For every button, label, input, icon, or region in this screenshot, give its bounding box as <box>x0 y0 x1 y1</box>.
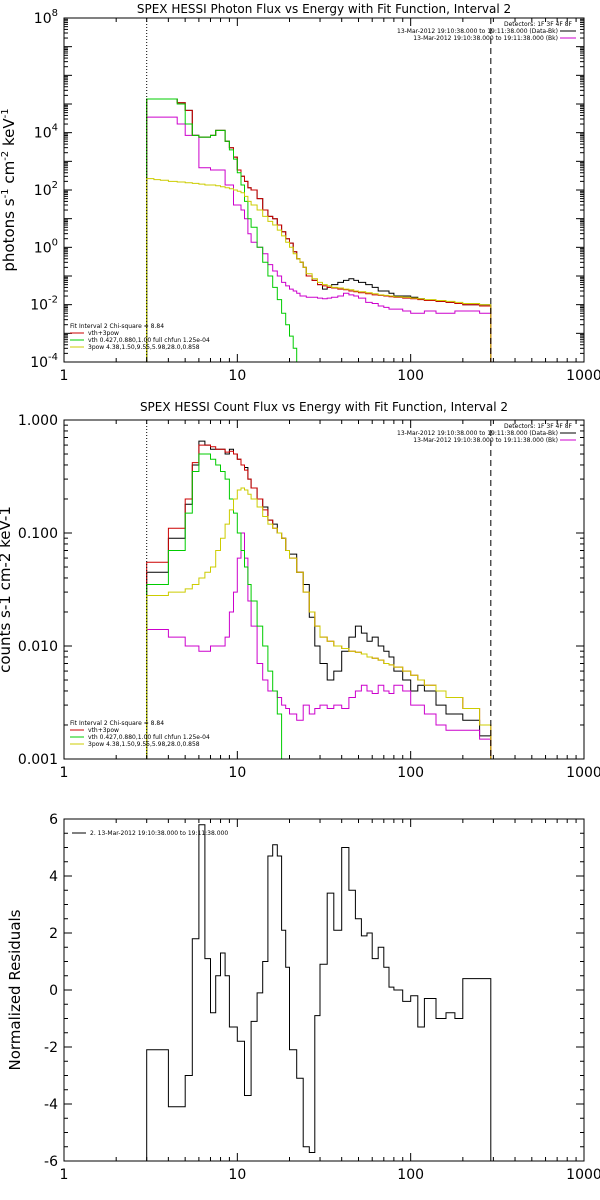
legend-entry-label: 2. 13-Mar-2012 19:10:38.000 to 19:11:38.… <box>90 830 228 837</box>
legend-entry-label: 13-Mar-2012 19:10:38.000 to 19:11:38.000… <box>397 430 558 437</box>
y-tick-exponent: 0 <box>52 237 58 248</box>
y-tick-label: 10-2 <box>30 295 58 314</box>
x-tick-label: 1000 <box>566 368 600 384</box>
legend-entry-label: 3pow 4.38,1.50,9.55,5.98,28.0,0.858 <box>88 741 200 748</box>
y-tick-label: 108 <box>34 8 58 27</box>
series-line-2 <box>146 532 492 759</box>
y-tick-base: 10 <box>34 126 52 142</box>
y-tick-label: 0 <box>49 983 58 999</box>
legend-header: Detectors: 1F 3F 4F 8F <box>504 21 573 28</box>
series-line-3 <box>146 444 492 759</box>
x-tick-label: 100 <box>397 765 424 781</box>
y-tick-label: 0.010 <box>18 639 58 655</box>
y-tick-exponent: 8 <box>52 8 58 19</box>
y-tick-label: 104 <box>34 123 58 142</box>
series-line-5 <box>146 487 492 759</box>
x-tick-label: 1 <box>60 1167 69 1183</box>
y-axis-label-part: -1 <box>0 188 11 198</box>
chart-title: SPEX HESSI Count Flux vs Energy with Fit… <box>140 400 508 414</box>
y-tick-label: 4 <box>49 869 58 885</box>
legend-entry-label: 13-Mar-2012 19:10:38.000 to 19:11:38.000… <box>413 35 558 42</box>
series-line-1 <box>146 824 492 1161</box>
legend-entry-label: vth+3pow <box>88 727 119 734</box>
y-tick-label: 1.000 <box>18 413 58 429</box>
chart-1: SPEX HESSI Photon Flux vs Energy with Fi… <box>0 2 600 384</box>
y-tick-base: 10 <box>34 183 52 199</box>
series-line-3 <box>146 98 492 362</box>
y-axis-label-part: keV <box>0 118 18 151</box>
series-group <box>146 98 492 362</box>
y-axis-label: counts s-1 cm-2 keV-1 <box>0 506 14 673</box>
y-tick-exponent: 2 <box>52 180 58 191</box>
series-line-1 <box>146 440 492 759</box>
y-tick-label: 2 <box>49 926 58 942</box>
x-tick-label: 10 <box>228 765 246 781</box>
y-axis-label-part: cm <box>0 161 18 189</box>
y-tick-label: 10-4 <box>30 352 58 371</box>
series-group <box>146 440 492 759</box>
x-tick-label: 10 <box>228 368 246 384</box>
y-tick-base: 10 <box>34 240 52 256</box>
legend-entry-label: 13-Mar-2012 19:10:38.000 to 19:11:38.000… <box>413 437 558 444</box>
y-tick-exponent: -4 <box>48 352 58 363</box>
series-group <box>146 824 492 1161</box>
x-tick-label: 1 <box>60 368 69 384</box>
legend-header: Fit Interval 2 Chi-square = 8.84 <box>70 720 164 727</box>
y-tick-label: -6 <box>44 1154 58 1170</box>
y-axis-label: Normalized Residuals <box>6 909 24 1070</box>
y-tick-exponent: 4 <box>52 123 58 134</box>
legend-entry-label: 13-Mar-2012 19:10:38.000 to 19:11:38.000… <box>397 28 558 35</box>
y-axis-label: photons s-1 cm-2 keV-1 <box>0 108 18 271</box>
legend-entry-label: vth 0.427,0.880,1.00 full chfun 1.25e-04 <box>88 337 210 344</box>
x-tick-label: 1000 <box>566 1167 600 1183</box>
x-tick-label: 100 <box>397 1167 424 1183</box>
chart-3: 1 10 100 1000 -6 -4 -2 0 2 4 6 Normalized Residuals… <box>6 812 600 1183</box>
chart-title: SPEX HESSI Photon Flux vs Energy with Fi… <box>137 2 511 16</box>
series-line-4 <box>146 453 286 759</box>
legend-entry-label: vth+3pow <box>88 330 119 337</box>
y-tick-label: 0.100 <box>18 526 58 542</box>
x-tick-label: 100 <box>397 368 424 384</box>
y-tick-base: 10 <box>34 11 52 27</box>
y-tick-label: 102 <box>34 180 58 199</box>
plot-frame <box>63 419 585 760</box>
y-tick-base: 10 <box>30 355 48 371</box>
y-tick-base: 10 <box>30 298 48 314</box>
y-tick-label: -4 <box>44 1097 58 1113</box>
x-tick-label: 10 <box>228 1167 246 1183</box>
y-tick-label: -2 <box>44 1040 58 1056</box>
legend-entry-label: 3pow 4.38,1.50,9.55,5.98,28.0,0.858 <box>88 344 200 351</box>
series-line-5 <box>146 178 492 362</box>
y-tick-label: 6 <box>49 812 58 828</box>
y-axis-label-part: -2 <box>0 151 11 161</box>
y-tick-label: 100 <box>34 237 58 256</box>
legend-header: Detectors: 1F 3F 4F 8F <box>504 423 573 430</box>
y-tick-label: 0.001 <box>18 752 58 768</box>
legend-entry-label: vth 0.427,0.880,1.00 full chfun 1.25e-04 <box>88 734 210 741</box>
x-tick-label: 1000 <box>566 765 600 781</box>
y-axis-label-part: -1 <box>0 108 11 118</box>
x-tick-label: 1 <box>60 765 69 781</box>
series-line-1 <box>146 98 492 362</box>
legend-header: Fit Interval 2 Chi-square = 8.84 <box>70 323 164 330</box>
plot-frame <box>63 818 585 1162</box>
plot-frame <box>63 17 585 363</box>
y-axis-label-part: photons s <box>0 198 18 271</box>
series-line-4 <box>146 98 300 362</box>
chart-2: SPEX HESSI Count Flux vs Energy with Fit… <box>0 400 600 781</box>
series-line-2 <box>146 116 492 362</box>
y-tick-exponent: -2 <box>48 295 58 306</box>
